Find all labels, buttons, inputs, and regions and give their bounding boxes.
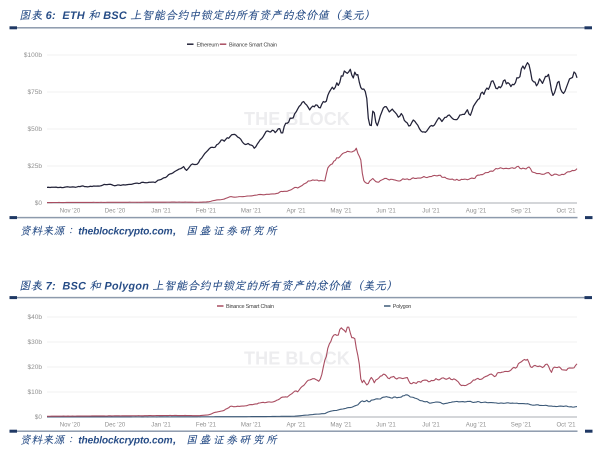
svg-text:Binance Smart Chain: Binance Smart Chain [226, 304, 274, 310]
svg-text:THE BLOCK: THE BLOCK [244, 349, 350, 369]
svg-text:$40b: $40b [28, 314, 43, 321]
svg-text:Binance Smart Chain: Binance Smart Chain [229, 42, 277, 48]
svg-text:Mar '21: Mar '21 [241, 208, 262, 215]
svg-text:Dec '20: Dec '20 [105, 422, 126, 429]
svg-text:May '21: May '21 [330, 208, 352, 215]
svg-text:Feb '21: Feb '21 [196, 422, 217, 429]
svg-text:$50b: $50b [28, 126, 43, 133]
svg-text:Jan '21: Jan '21 [151, 208, 171, 215]
svg-text:$100b: $100b [24, 52, 42, 59]
svg-text:Jul '21: Jul '21 [422, 208, 440, 215]
svg-text:Jun '21: Jun '21 [376, 422, 396, 429]
svg-text:Jan '21: Jan '21 [151, 422, 171, 429]
svg-text:Ethereum: Ethereum [197, 42, 220, 48]
svg-text:Apr '21: Apr '21 [286, 422, 306, 429]
svg-text:Sep '21: Sep '21 [511, 422, 532, 429]
svg-text:Sep '21: Sep '21 [511, 208, 532, 215]
svg-text:THE BLOCK: THE BLOCK [244, 109, 350, 129]
svg-text:Jun '21: Jun '21 [376, 208, 396, 215]
svg-text:$0: $0 [35, 414, 43, 421]
svg-text:$20b: $20b [28, 364, 43, 371]
svg-text:$10b: $10b [28, 389, 43, 396]
svg-text:Nov '20: Nov '20 [60, 208, 81, 215]
svg-text:$30b: $30b [28, 339, 43, 346]
svg-text:$75b: $75b [28, 89, 43, 96]
svg-text:Oct '21: Oct '21 [556, 208, 576, 215]
svg-text:Oct '21: Oct '21 [556, 422, 576, 429]
svg-text:Mar '21: Mar '21 [241, 422, 262, 429]
svg-text:Nov '20: Nov '20 [60, 422, 81, 429]
svg-text:$25b: $25b [28, 163, 43, 170]
svg-text:Aug '21: Aug '21 [466, 422, 487, 429]
svg-text:Aug '21: Aug '21 [466, 208, 487, 215]
svg-text:May '21: May '21 [330, 422, 352, 429]
svg-text:Dec '20: Dec '20 [105, 208, 126, 215]
svg-text:Polygon: Polygon [393, 304, 411, 310]
svg-text:Jul '21: Jul '21 [422, 422, 440, 429]
svg-text:Feb '21: Feb '21 [196, 208, 217, 215]
svg-text:Apr '21: Apr '21 [286, 208, 306, 215]
svg-text:$0: $0 [35, 200, 43, 207]
